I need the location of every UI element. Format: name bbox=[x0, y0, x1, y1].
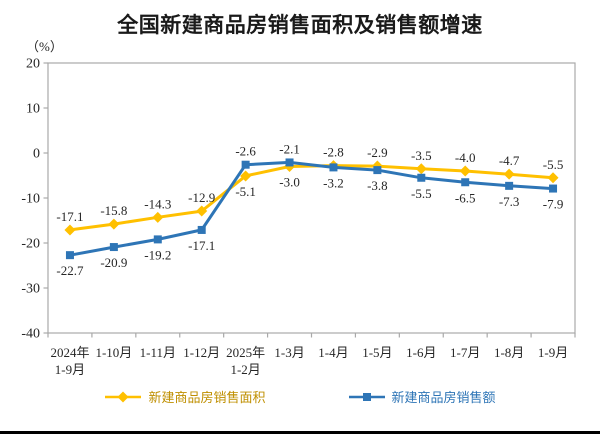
series-line bbox=[69, 164, 554, 232]
y-tick-label: 0 bbox=[33, 147, 40, 162]
data-label: -6.5 bbox=[455, 190, 476, 205]
x-axis: 2024年 1-9月 1-10月 1-11月 1-12月 2025年 1-2月 1-3月 1-4… bbox=[47, 333, 576, 377]
y-tick-label: 10 bbox=[26, 102, 40, 117]
legend-square-marker-icon bbox=[362, 392, 371, 401]
y-tick-label: 20 bbox=[26, 57, 40, 72]
square-marker-icon bbox=[109, 243, 118, 252]
y-tick-label: -10 bbox=[21, 192, 40, 207]
data-label: -14.3 bbox=[144, 196, 171, 211]
diamond-marker-icon bbox=[108, 218, 120, 230]
series-sales-area bbox=[64, 160, 559, 236]
legend-label-sales-amount: 新建商品房销售额 bbox=[391, 390, 496, 405]
data-label: -3.8 bbox=[367, 178, 388, 193]
y-axis: 20 10 0 -10 -20 -30 -40 bbox=[21, 57, 48, 342]
x-tick-label: 2025年 1-2月 bbox=[226, 345, 265, 377]
data-label: -2.9 bbox=[367, 145, 388, 160]
legend-item-sales-amount: 新建商品房销售额 bbox=[348, 387, 496, 406]
y-tick-label: -20 bbox=[21, 237, 40, 252]
data-label: -4.7 bbox=[499, 153, 520, 168]
chart-legend: 新建商品房销售面积 新建商品房销售额 bbox=[0, 387, 600, 406]
square-marker-icon bbox=[373, 166, 382, 175]
data-label: -3.5 bbox=[411, 148, 432, 163]
data-label: -2.1 bbox=[279, 141, 300, 156]
data-label: -2.8 bbox=[323, 145, 344, 160]
x-tick-label: 1-10月 bbox=[95, 345, 132, 360]
x-tick-label: 1-4月 bbox=[318, 345, 348, 360]
data-label: -17.1 bbox=[56, 209, 83, 224]
x-tick-label: 1-5月 bbox=[362, 345, 392, 360]
data-label: -5.5 bbox=[543, 157, 564, 172]
data-label: -12.9 bbox=[188, 190, 215, 205]
square-marker-icon bbox=[549, 184, 558, 193]
square-marker-icon bbox=[153, 235, 162, 244]
x-tick-label: 1-7月 bbox=[450, 345, 480, 360]
data-label: -19.2 bbox=[144, 247, 171, 262]
series-sales-amount bbox=[65, 158, 558, 260]
diamond-marker-icon bbox=[196, 205, 208, 217]
legend-swatch-sales-amount bbox=[348, 392, 385, 401]
square-marker-icon bbox=[417, 173, 426, 182]
square-marker-icon bbox=[241, 160, 250, 169]
diamond-marker-icon bbox=[503, 168, 515, 180]
series-line bbox=[69, 160, 554, 257]
line-chart-plot: 20 10 0 -10 -20 -30 -40 2024年 1-9月 1-10月 1-11月 1-12… bbox=[21, 57, 576, 377]
legend-swatch-sales-area bbox=[105, 391, 142, 402]
data-label: -22.7 bbox=[56, 263, 84, 278]
square-marker-icon bbox=[65, 251, 74, 260]
square-marker-icon bbox=[505, 181, 514, 190]
diamond-marker-icon bbox=[152, 211, 164, 223]
data-label: -4.0 bbox=[455, 150, 476, 165]
x-tick-label: 1-11月 bbox=[140, 345, 176, 360]
square-marker-icon bbox=[285, 158, 294, 167]
y-tick-label: -40 bbox=[21, 327, 40, 342]
square-marker-icon bbox=[329, 163, 338, 172]
y-tick-label: -30 bbox=[21, 282, 40, 297]
x-tick-label: 1-12月 bbox=[183, 345, 220, 360]
x-tick-label: 1-3月 bbox=[274, 345, 304, 360]
data-label: -7.9 bbox=[543, 197, 564, 212]
data-labels: -17.1 -22.7 -15.8 -20.9 -14.3 -19.2 -12.9 -17.1… bbox=[56, 141, 563, 278]
diamond-marker-icon bbox=[459, 165, 471, 177]
data-label: -3.0 bbox=[279, 175, 300, 190]
plot-border bbox=[47, 62, 576, 334]
legend-label-sales-area: 新建商品房销售面积 bbox=[148, 390, 266, 405]
x-tick-label: 2024年 1-9月 bbox=[50, 345, 89, 377]
x-tick-label: 1-9月 bbox=[538, 345, 568, 360]
data-label: -17.1 bbox=[188, 238, 215, 253]
legend-diamond-marker-icon bbox=[117, 391, 129, 402]
diamond-marker-icon bbox=[547, 172, 559, 184]
legend-item-sales-area: 新建商品房销售面积 bbox=[104, 387, 266, 406]
data-label: -3.2 bbox=[323, 175, 344, 190]
chart-title: 全国新建商品房销售面积及销售额增速 bbox=[117, 14, 483, 37]
data-label: -15.8 bbox=[100, 203, 127, 218]
diamond-marker-icon bbox=[415, 163, 427, 175]
y-axis-unit-label: （%） bbox=[26, 39, 63, 54]
x-tick-label: 1-8月 bbox=[494, 345, 524, 360]
page-bottom-divider bbox=[0, 431, 600, 434]
square-marker-icon bbox=[461, 178, 470, 187]
diamond-marker-icon bbox=[64, 224, 76, 236]
data-label: -2.6 bbox=[235, 144, 256, 159]
diamond-marker-icon bbox=[240, 170, 252, 182]
data-label: -7.3 bbox=[499, 194, 520, 209]
data-label: -5.1 bbox=[235, 184, 256, 199]
data-label: -5.5 bbox=[411, 186, 432, 201]
square-marker-icon bbox=[197, 225, 206, 234]
data-label: -20.9 bbox=[100, 255, 127, 270]
x-tick-label: 1-6月 bbox=[406, 345, 436, 360]
